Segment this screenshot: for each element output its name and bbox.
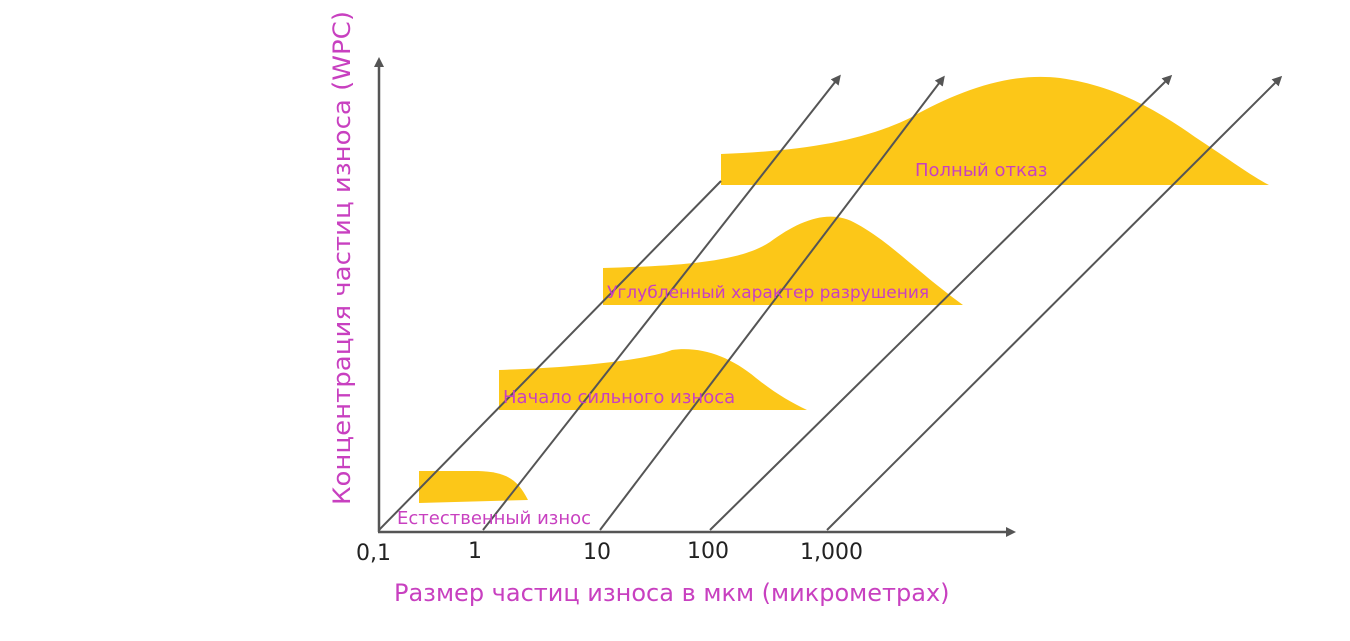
x-tick-label: 10 [583,540,611,565]
y-axis-title: Концентрация частиц износа (WPC) [328,11,356,505]
x-tick-label: 1 [468,539,482,564]
diagonal-line-100 [709,74,1173,531]
stage-label-total-failure: Полный отказ [915,160,1047,181]
band-severe-wear-onset [499,349,807,410]
stage-label-natural-wear: Естественный износ [397,508,591,529]
band-deep-destruction [603,216,963,305]
x-tick-label: 100 [687,539,729,564]
stage-label-severe-wear-onset: Начало сильного износа [503,387,735,408]
stage-label-deep-destruction: Углубленный характер разрушения [607,283,929,303]
x-axis-title: Размер частиц износа в мкм (микрометрах) [394,579,950,607]
x-tick-label: 1,000 [800,540,863,565]
x-tick-label: 0,1 [356,541,391,566]
band-total-failure [721,76,1269,185]
diagonal-line-0-1 [378,180,722,531]
diagonal-line-10 [599,75,945,531]
band-natural-wear [419,471,528,503]
diagonal-line-1000 [826,75,1283,531]
diagonal-line-1 [482,74,841,531]
